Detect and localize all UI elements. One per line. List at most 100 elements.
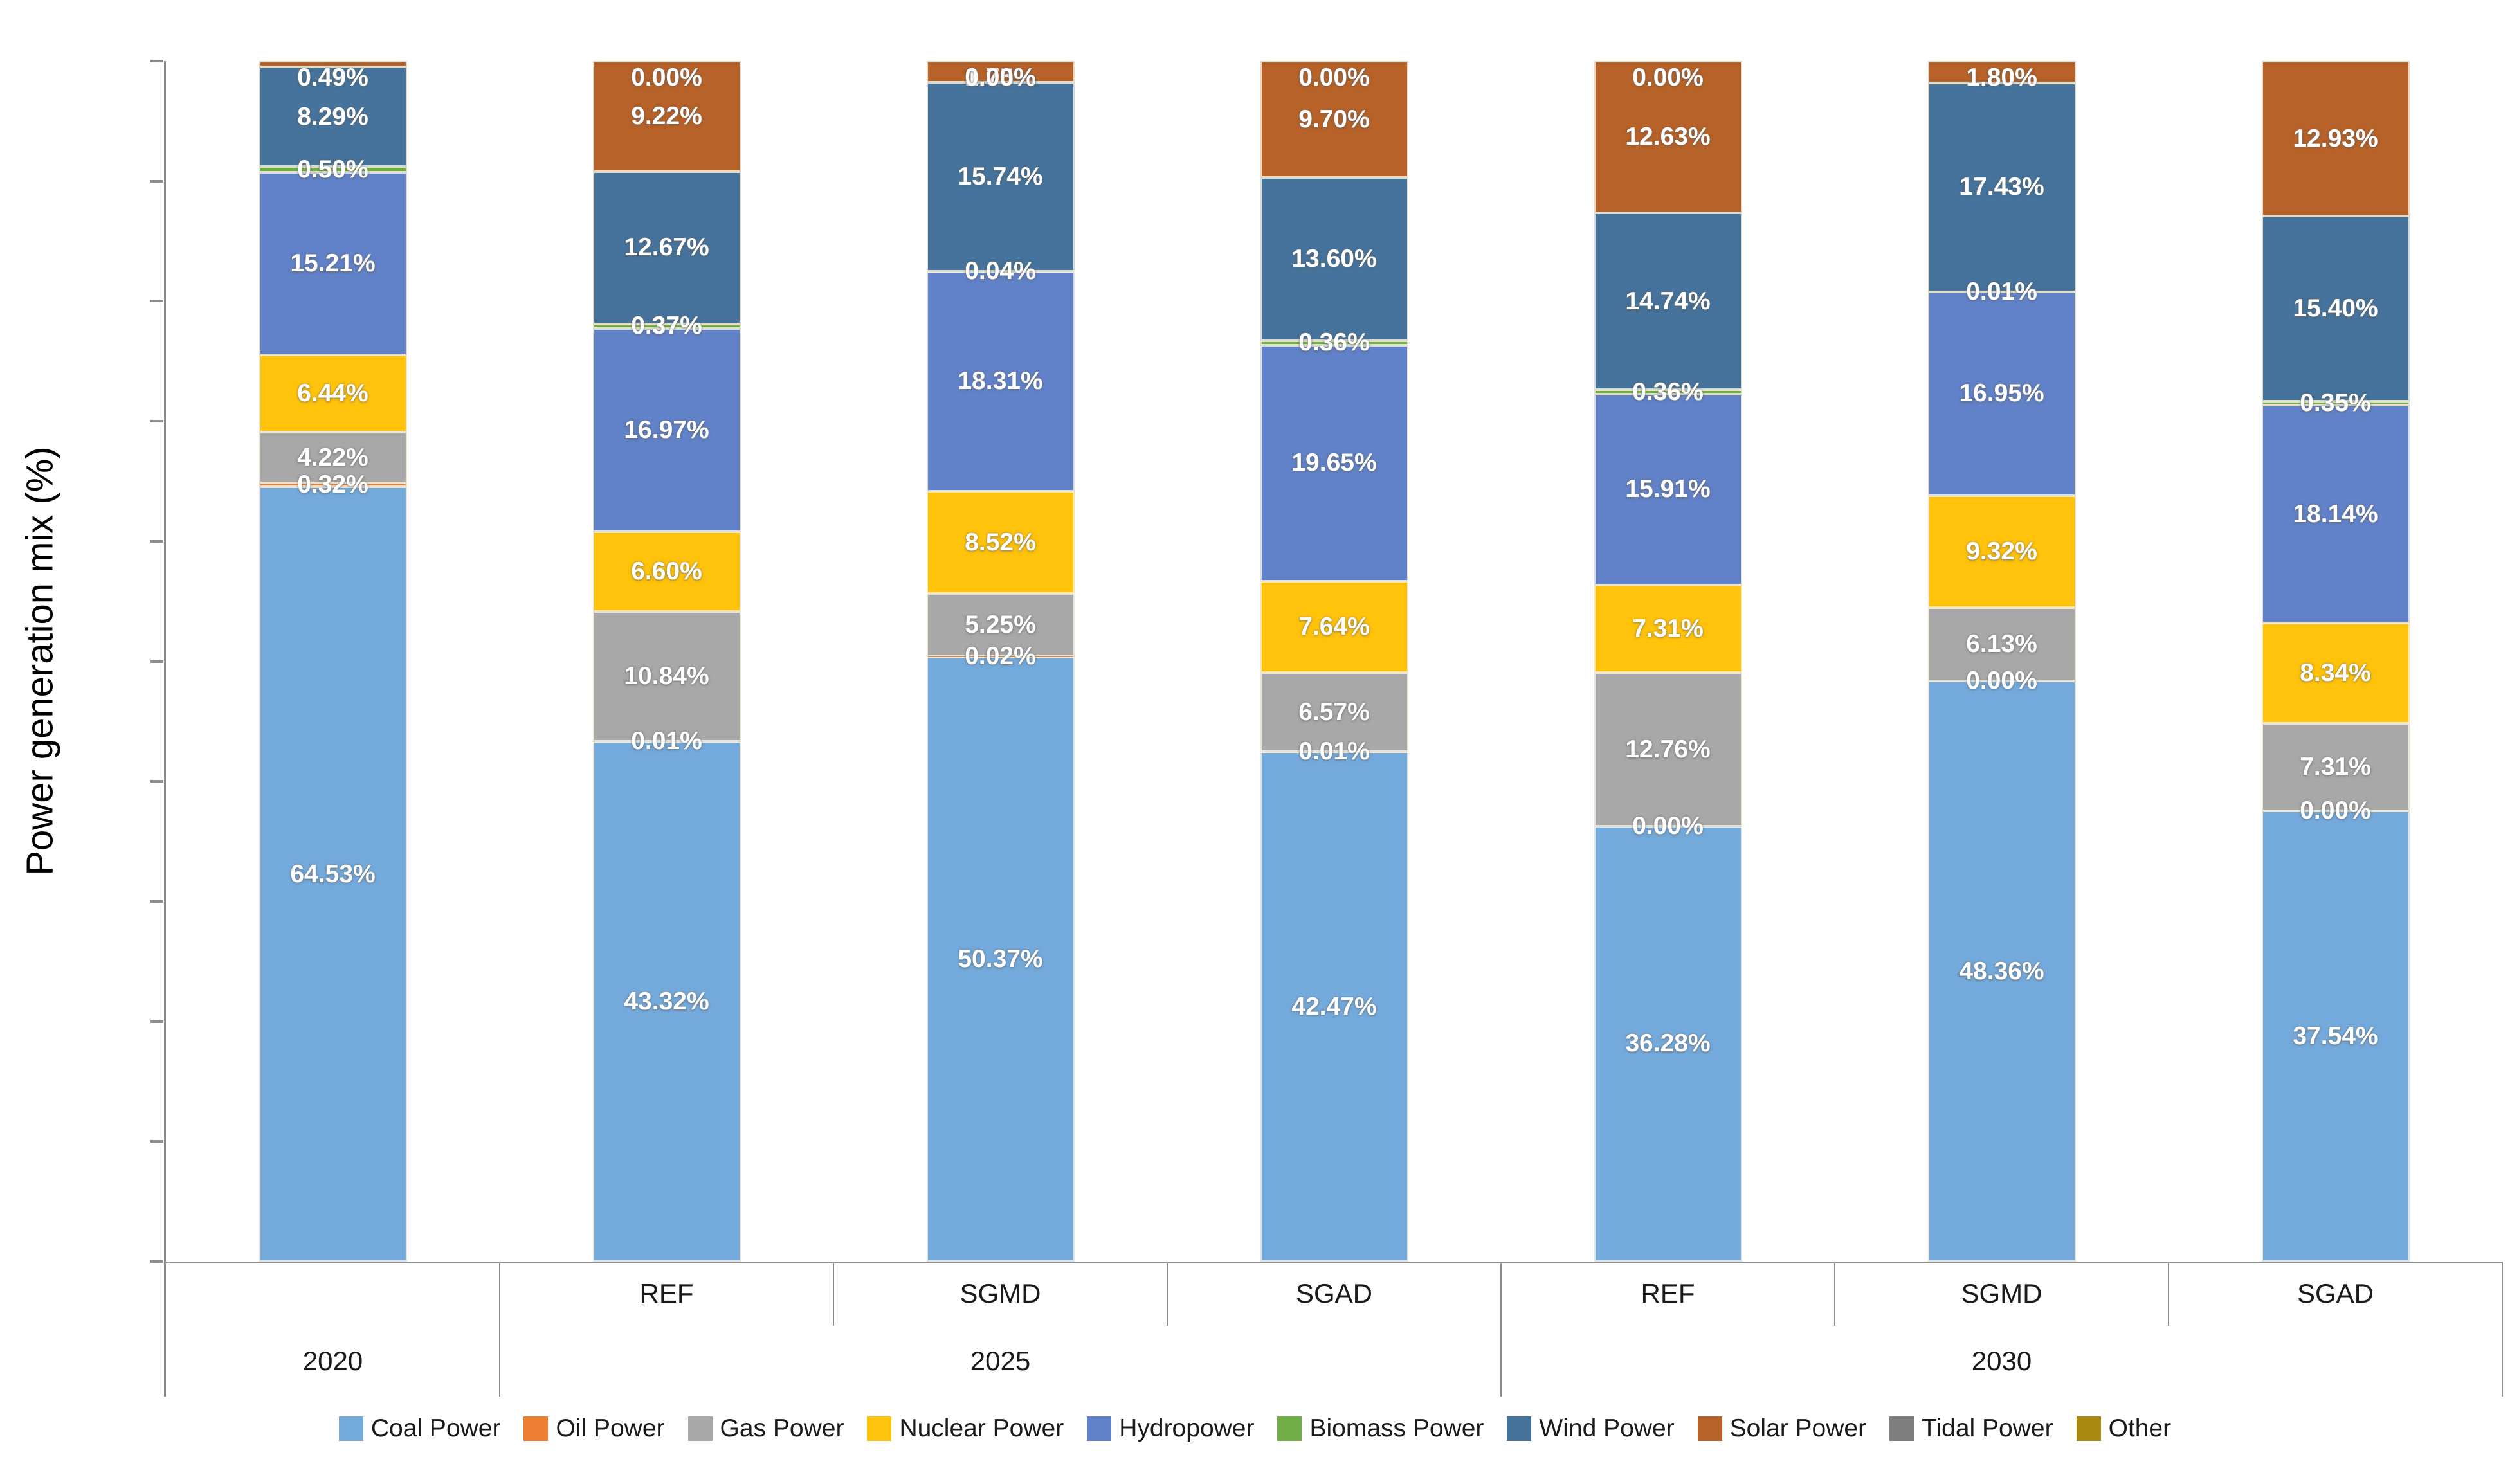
x-axis-line (164, 1262, 2502, 1263)
segment-coal-power (2261, 811, 2410, 1262)
legend-item-coal-power: Coal Power (338, 1415, 500, 1443)
bar-2030-SGMD: 48.36% 0.00% 6.13% 9.32% 16.95% 0.01% 17.43% 1.… (1927, 61, 2076, 1262)
data-label: 16.95% (1959, 379, 2044, 408)
data-label: 0.00% (2300, 797, 2371, 825)
data-label: 0.02% (965, 642, 1036, 671)
legend-label: Nuclear Power (899, 1415, 1064, 1442)
legend-label: Oil Power (556, 1415, 665, 1442)
data-label: 6.60% (631, 557, 702, 586)
bar-2025-REF: 43.32% 0.01% 10.84% 6.60% 16.97% 0.37% 12.67% 9… (592, 61, 741, 1262)
segment-gas-power (926, 593, 1075, 657)
y-axis-tick (150, 1140, 163, 1143)
data-label: 0.01% (1966, 278, 2037, 306)
data-label: 42.47% (1291, 992, 1377, 1020)
scenario-label-ref: REF (1641, 1278, 1695, 1308)
y-axis-tick (150, 420, 163, 423)
legend-swatch-icon (523, 1416, 549, 1441)
segment-wind-power (926, 82, 1075, 271)
legend-label: Other (2108, 1415, 2172, 1442)
data-label: 0.00% (631, 64, 702, 91)
bar-2025-SGAD: 42.47% 0.01% 6.57% 7.64% 19.65% 0.36% 13.60% 9.… (1260, 61, 1408, 1262)
data-label: 64.53% (290, 860, 376, 888)
legend-item-nuclear-power: Nuclear Power (867, 1415, 1064, 1443)
legend-swatch-icon (2076, 1416, 2101, 1441)
bar-2030-REF: 36.28% 0.00% 12.76% 7.31% 15.91% 0.36% 14.74% 1… (1594, 61, 1742, 1262)
segment-solar-power (592, 61, 741, 172)
bar-2025-SGMD: 50.37% 0.02% 5.25% 8.52% 18.31% 0.04% 15.74% 1.… (926, 61, 1075, 1262)
scenario-separator (1167, 1262, 1168, 1326)
segment-biomass-power (1260, 341, 1408, 345)
segment-coal-power (259, 487, 407, 1262)
data-label: 15.21% (290, 249, 376, 278)
data-label: 16.97% (624, 416, 709, 444)
data-label: 1.75% (965, 64, 1036, 91)
data-label: 7.31% (2300, 752, 2371, 781)
segment-solar-power (2261, 60, 2410, 217)
year-group-separator (1500, 1262, 1502, 1397)
segment-biomass-power (2261, 401, 2410, 406)
data-label: 0.00% (965, 64, 1036, 91)
segment-wind-power (259, 67, 407, 167)
segment-nuclear-power (1260, 581, 1408, 673)
data-label: 12.93% (2293, 124, 2378, 152)
data-label: 1.80% (1966, 64, 2037, 91)
segment-hydropower (1927, 292, 2076, 496)
data-label: 0.00% (1966, 667, 2037, 695)
scenario-separator (833, 1262, 834, 1326)
segment-gas-power (1927, 607, 2076, 682)
data-label: 18.14% (2293, 500, 2378, 528)
data-label: 0.01% (631, 727, 702, 756)
year-group-separator (2502, 1262, 2503, 1397)
legend-swatch-icon (1087, 1416, 1112, 1441)
data-label: 43.32% (624, 987, 709, 1015)
data-label: 9.32% (1966, 537, 2037, 565)
y-axis-tick (150, 300, 163, 303)
data-label: 0.50% (297, 155, 368, 183)
scenario-label-sgmd: SGMD (959, 1278, 1041, 1308)
data-label: 0.04% (965, 257, 1036, 285)
data-label: 0.00% (1632, 811, 1704, 840)
legend-swatch-icon (1697, 1416, 1722, 1441)
data-label: 19.65% (1291, 449, 1377, 477)
data-label: 36.28% (1625, 1029, 1711, 1058)
bar-2020: 64.53% 0.32% 4.22% 6.44% 15.21% 0.50% 8.29% 0.4… (259, 61, 407, 1262)
segment-gas-power (592, 611, 741, 742)
y-axis-title: Power generation mix (%) (19, 446, 61, 876)
segment-coal-power (1594, 826, 1742, 1262)
data-label: 5.25% (965, 611, 1036, 639)
segment-wind-power (1927, 82, 2076, 293)
legend-swatch-icon (1277, 1416, 1302, 1441)
legend-swatch-icon (1507, 1416, 1532, 1441)
legend-swatch-icon (338, 1416, 363, 1441)
segment-hydropower (1594, 394, 1742, 585)
data-label: 8.29% (297, 102, 368, 131)
data-label: 10.84% (624, 662, 709, 690)
data-label: 15.91% (1625, 475, 1711, 503)
data-label: 14.74% (1625, 287, 1711, 315)
legend-item-gas-power: Gas Power (687, 1415, 844, 1443)
segment-coal-power (926, 656, 1075, 1262)
segment-solar-power (1260, 61, 1408, 178)
data-label: 12.63% (1625, 123, 1711, 151)
year-label-2025: 2025 (970, 1346, 1031, 1376)
segment-hydropower (926, 271, 1075, 492)
legend-swatch-icon (867, 1416, 892, 1441)
legend-label: Gas Power (720, 1415, 844, 1442)
legend-item-other: Other (2076, 1415, 2172, 1443)
segment-solar-power (259, 61, 407, 68)
data-label: 0.32% (297, 471, 368, 499)
data-label: 8.34% (2300, 658, 2371, 687)
data-label: 8.52% (965, 528, 1036, 556)
segment-wind-power (1594, 213, 1742, 390)
segment-nuclear-power (592, 532, 741, 611)
data-label: 9.22% (631, 102, 702, 131)
segment-solar-power (1927, 61, 2076, 83)
segment-coal-power (1260, 752, 1408, 1262)
segment-gas-power (1260, 673, 1408, 752)
y-axis-tick (150, 179, 163, 183)
segment-nuclear-power (259, 355, 407, 433)
data-label: 17.43% (1959, 173, 2044, 201)
data-label: 9.70% (1298, 105, 1370, 133)
segment-coal-power (1927, 681, 2076, 1262)
segment-gas-power (259, 432, 407, 484)
